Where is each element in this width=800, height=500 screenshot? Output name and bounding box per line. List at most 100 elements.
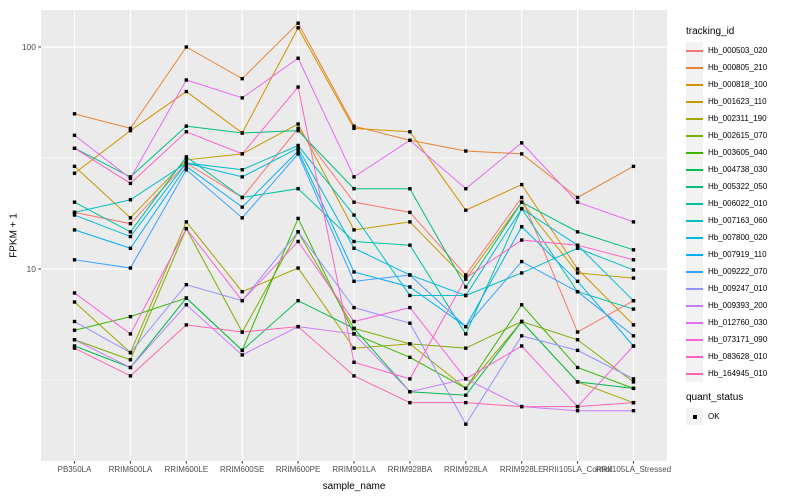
data-point-marker: [128, 350, 133, 355]
data-point-marker: [184, 45, 189, 49]
legend-key-line-icon: [686, 297, 703, 314]
data-point-marker: [240, 205, 244, 209]
y-axis-title: FPKM + 1: [8, 213, 20, 258]
data-point-marker: [464, 186, 468, 191]
data-point-marker: [464, 276, 468, 280]
data-point-marker: [72, 258, 77, 262]
data-point-marker: [352, 305, 356, 310]
legend-entry-label: Hb_007163_060: [708, 216, 768, 225]
x-tick-label: RRII105LA_Stressed: [596, 465, 671, 474]
data-point-marker: [408, 342, 412, 346]
legend-entry-label: Hb_004738_030: [708, 165, 768, 174]
data-point-marker: [128, 246, 133, 250]
data-point-marker: [631, 408, 636, 413]
x-tick-label: RRIM928LA: [444, 465, 488, 474]
data-point-marker: [128, 181, 133, 186]
data-point-marker: [575, 267, 580, 271]
data-point-marker: [72, 346, 77, 350]
legend-key-line-icon: [686, 42, 703, 59]
data-point-marker: [352, 279, 356, 284]
data-point-marker: [128, 216, 133, 220]
data-point-marker: [408, 273, 412, 277]
legend-entry-label: OK: [708, 412, 720, 421]
legend-entry-label: Hb_009222_070: [708, 267, 768, 276]
data-point-marker: [575, 380, 580, 384]
data-point-marker: [464, 422, 468, 426]
legend-entry-Hb_004738_030: Hb_004738_030: [686, 161, 798, 178]
legend-key-line-icon: [686, 280, 703, 297]
x-tick-label: RRIM928BA: [388, 465, 433, 474]
data-point-marker: [184, 158, 189, 162]
data-point-marker: [240, 152, 244, 156]
data-point-marker: [519, 344, 524, 348]
data-point-marker: [128, 198, 133, 202]
data-point-marker: [631, 377, 636, 381]
data-point-marker: [519, 271, 524, 275]
data-point-marker: [575, 330, 580, 334]
legend-entry-label: Hb_007800_020: [708, 233, 768, 242]
legend-entry-label: Hb_000503_020: [708, 46, 768, 55]
legend-entry-Hb_009222_070: Hb_009222_070: [686, 263, 798, 280]
data-point-marker: [184, 226, 189, 231]
data-point-marker: [464, 324, 468, 329]
data-point-marker: [408, 186, 412, 191]
legend-key-line-icon: [686, 365, 703, 382]
legend-entry-label: Hb_002615_070: [708, 131, 768, 140]
data-point-marker: [631, 400, 636, 405]
legend-title-tracking-id: tracking_id: [686, 26, 735, 37]
data-point-marker: [631, 220, 636, 224]
legend-key-line-icon: [686, 263, 703, 280]
data-point-marker: [464, 285, 468, 289]
data-point-marker: [631, 323, 636, 327]
legend-key-line-icon: [686, 161, 703, 178]
data-point-marker: [296, 152, 300, 156]
data-point-marker: [128, 365, 133, 370]
data-point-marker: [296, 26, 300, 30]
data-point-marker: [296, 128, 300, 133]
data-point-marker: [519, 182, 524, 187]
data-point-marker: [128, 128, 133, 133]
data-point-marker: [240, 330, 244, 334]
data-point-marker: [519, 206, 524, 211]
legend-title-quant-status: quant_status: [686, 392, 744, 403]
data-point-marker: [184, 282, 189, 287]
data-point-marker: [408, 220, 412, 224]
legend-entry-Hb_000818_100: Hb_000818_100: [686, 76, 798, 93]
data-point-marker: [519, 195, 524, 200]
data-point-marker: [575, 408, 580, 413]
x-tick-label: RRIM901LA: [332, 465, 376, 474]
data-point-marker: [240, 348, 244, 353]
x-tick-label: RRII105LA_Control: [543, 465, 613, 474]
x-tick-label: PB350LA: [58, 465, 92, 474]
y-tick-label: 100: [22, 42, 36, 52]
data-point-marker: [519, 334, 524, 338]
data-point-marker: [575, 243, 580, 247]
data-point-marker: [631, 344, 636, 348]
legend-key-line-icon: [686, 110, 703, 127]
data-point-marker: [352, 326, 356, 331]
data-point-marker: [408, 210, 412, 215]
data-point-marker: [184, 124, 189, 128]
data-point-marker: [240, 353, 244, 357]
data-point-marker: [184, 220, 189, 224]
legend-key-line-icon: [686, 348, 703, 365]
data-point-marker: [575, 404, 580, 409]
data-point-marker: [128, 230, 133, 234]
legend-entries: Hb_000503_020 Hb_000805_210 Hb_000818_100 H…: [686, 42, 798, 382]
data-point-marker: [631, 258, 636, 262]
data-point-marker: [296, 126, 300, 131]
data-point-marker: [128, 266, 133, 270]
x-tick-label: RRIM600SE: [220, 465, 264, 474]
x-tick-label: RRIM600LA: [109, 465, 153, 474]
legend-entry-Hb_001623_110: Hb_001623_110: [686, 93, 798, 110]
data-point-marker: [296, 143, 300, 148]
data-point-marker: [464, 377, 468, 381]
legend-entry-label: Hb_009393_200: [708, 301, 768, 310]
data-point-marker: [631, 298, 636, 303]
legend-entry-label: Hb_000805_210: [708, 63, 768, 72]
data-point-marker: [296, 21, 300, 25]
data-point-marker: [464, 393, 468, 397]
legend-entry-label: Hb_005322_050: [708, 182, 768, 191]
data-point-marker: [240, 96, 244, 100]
legend-entry-label: Hb_002311_190: [708, 114, 767, 123]
